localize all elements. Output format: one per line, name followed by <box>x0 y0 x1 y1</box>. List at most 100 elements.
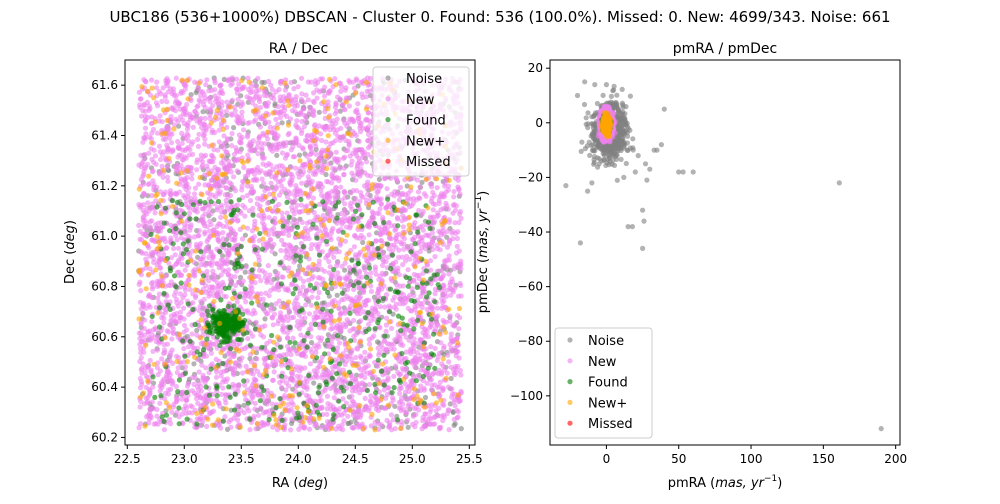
ra-dec-point-new <box>171 401 177 407</box>
ra-dec-point-new <box>368 423 374 429</box>
ra-dec-point-new <box>167 130 173 136</box>
ra-dec-point-new <box>147 219 153 225</box>
ra-dec-point-new <box>288 352 294 358</box>
ra-dec-point-noise <box>279 120 285 126</box>
ra-dec-point-new <box>206 278 212 284</box>
ra-dec-point-new <box>179 130 185 136</box>
ra-dec-point-new <box>247 197 254 204</box>
ra-dec-point-new <box>348 350 354 356</box>
ra-dec-point-new <box>409 203 415 209</box>
ra-dec-point-new <box>136 330 142 336</box>
ra-dec-point-new <box>394 282 400 288</box>
ra-dec-point-new <box>437 247 443 253</box>
ra-dec-point-new <box>256 257 262 263</box>
ra-dec-point-new <box>338 184 344 190</box>
ra-dec-point-new <box>347 303 353 310</box>
ra-dec-point-new <box>351 118 357 124</box>
ra-dec-point-new <box>434 185 440 191</box>
ra-dec-point-new <box>136 425 142 431</box>
ra-dec-point-new <box>359 274 365 280</box>
ra-dec-point-new <box>231 174 237 180</box>
ra-dec-point-new <box>224 137 231 143</box>
ra-dec-point-new <box>138 176 144 183</box>
ra-dec-point-new <box>181 346 187 352</box>
ra-dec-point-new <box>347 79 353 85</box>
ra-dec-point-new <box>142 125 149 131</box>
ra-dec-point-new <box>166 135 173 141</box>
ra-dec-point-new <box>330 325 336 331</box>
ra-dec-point-new <box>174 300 180 306</box>
ra-dec-point-new <box>311 209 317 216</box>
ra-dec-point-new <box>332 156 338 162</box>
ra-dec-point-new <box>300 106 306 112</box>
ra-dec-point-new <box>142 231 148 237</box>
ra-dec-point-new <box>329 273 335 279</box>
ra-dec-point-new <box>258 332 264 338</box>
ra-dec-point-new <box>339 422 345 428</box>
ra-dec-point-new <box>261 225 267 231</box>
ra-dec-point-new <box>304 384 310 390</box>
ra-dec-point-new <box>354 235 360 241</box>
ra-dec-point-new <box>339 221 345 227</box>
ra-dec-point-new <box>309 275 315 282</box>
ra-dec-point-noise <box>261 79 267 85</box>
ra-dec-point-new <box>204 423 210 429</box>
ra-dec-point-new <box>354 309 360 315</box>
ra-dec-point-new <box>241 164 247 170</box>
ra-dec-point-noise <box>224 112 230 118</box>
ra-dec-point-new <box>372 264 378 270</box>
ra-dec-point-new <box>203 283 209 289</box>
ra-dec-point-noise <box>451 422 457 428</box>
ra-dec-point-new <box>337 137 343 143</box>
ra-dec-point-new <box>364 88 370 94</box>
ra-dec-point-new <box>228 227 234 233</box>
ra-dec-point-new <box>204 77 210 83</box>
ra-dec-point-new <box>203 262 209 268</box>
ra-dec-point-new <box>278 178 284 185</box>
ra-dec-point-new <box>455 184 461 190</box>
ra-dec-point-new <box>288 171 294 177</box>
ra-dec-point-new <box>401 236 407 242</box>
ra-dec-point-new <box>248 84 254 90</box>
ra-dec-point-new <box>260 161 266 167</box>
ra-dec-point-new <box>165 178 171 184</box>
ra-dec-point-new <box>256 273 262 279</box>
ra-dec-point-new <box>323 311 329 317</box>
ra-dec-point-new <box>450 287 456 293</box>
ra-dec-point-new <box>458 293 464 299</box>
ra-dec-point-new <box>138 379 145 385</box>
ra-dec-point-new <box>167 190 173 196</box>
ra-dec-point-new <box>235 96 241 102</box>
ra-dec-point-new <box>410 316 416 322</box>
ra-dec-point-new <box>147 266 153 272</box>
ra-dec-point-new <box>329 228 335 234</box>
ra-dec-point-new <box>196 181 202 187</box>
ra-dec-point-new <box>414 272 420 279</box>
ra-dec-point-new <box>286 130 292 136</box>
ra-dec-point-new <box>360 359 367 365</box>
ra-dec-point-new <box>207 284 213 290</box>
ra-dec-point-new <box>311 90 317 96</box>
ra-dec-point-new <box>179 396 185 402</box>
ra-dec-point-new <box>156 291 162 297</box>
ra-dec-point-new <box>153 85 160 91</box>
ra-dec-point-new <box>312 423 318 429</box>
ra-dec-point-new <box>162 235 168 241</box>
ra-dec-point-new <box>143 305 149 311</box>
ra-dec-point-new <box>251 171 258 177</box>
ra-dec-point-new <box>253 319 259 325</box>
ra-dec-point-new <box>183 403 189 409</box>
ra-dec-point-new <box>142 78 149 84</box>
ra-dec-point-new <box>175 154 181 160</box>
ra-dec-point-new <box>263 171 269 177</box>
ra-dec-point-new <box>249 228 255 234</box>
ra-dec-point-new <box>208 249 214 255</box>
ra-dec-point-new <box>195 233 201 239</box>
ra-dec-point-new <box>286 92 292 98</box>
ra-dec-point-new <box>435 235 441 241</box>
ra-dec-point-new <box>341 155 347 161</box>
ra-dec-point-new <box>188 195 194 201</box>
ra-dec-point-new <box>203 82 209 88</box>
ra-dec-point-new <box>140 311 146 317</box>
ra-dec-point-new <box>367 341 373 347</box>
